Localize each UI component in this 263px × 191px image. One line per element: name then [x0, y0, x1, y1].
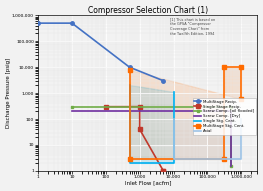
Legend: MultiStage Recip., Single Stage Recip., Screw Comp. [oil flooded], Screw Comp. [: MultiStage Recip., Single Stage Recip., …	[193, 98, 255, 135]
MultiStage Stg. Cent.	[222, 66, 225, 68]
Polygon shape	[129, 85, 174, 163]
MultiStage Recip.	[70, 22, 74, 24]
Single Stage Recip.	[138, 105, 141, 108]
Single Stg. Cent.	[172, 162, 175, 164]
MultiStage Stg. Cent.	[222, 157, 225, 160]
MultiStage Stg. Cent.	[240, 98, 243, 100]
X-axis label: Inlet Flow [acfm]: Inlet Flow [acfm]	[124, 180, 171, 185]
Single Stage Recip.	[104, 105, 107, 108]
Y-axis label: Discharge Pressure [psig]: Discharge Pressure [psig]	[6, 58, 11, 128]
Single Stage Recip.	[162, 170, 165, 172]
Text: [1] This chart is based on
the GPSA "Compressor
Coverage Chart" from
the Twelfth: [1] This chart is based on the GPSA "Com…	[170, 17, 215, 36]
Line: Screw Comp. [Dry]: Screw Comp. [Dry]	[72, 111, 231, 166]
Polygon shape	[129, 67, 241, 159]
Axial	[240, 118, 243, 120]
Line: MultiStage Stg. Cent.: MultiStage Stg. Cent.	[128, 66, 243, 160]
Single Stage Recip.	[138, 128, 141, 130]
Screw Comp. [Dry]	[230, 165, 233, 168]
Screw Comp. [oil flooded]	[230, 165, 233, 168]
MultiStage Stg. Cent.	[240, 66, 243, 68]
Screw Comp. [oil flooded]	[70, 105, 74, 108]
Line: MultiStage Recip.: MultiStage Recip.	[36, 21, 165, 83]
Screw Comp. [oil flooded]	[230, 105, 233, 108]
Title: Compressor Selection Chart (1): Compressor Selection Chart (1)	[88, 6, 208, 15]
Line: Screw Comp. [oil flooded]: Screw Comp. [oil flooded]	[70, 105, 232, 168]
Axial	[240, 157, 243, 160]
Single Stg. Cent.	[128, 162, 131, 164]
MultiStage Recip.	[37, 22, 40, 24]
Axial	[172, 157, 175, 160]
Axial	[172, 118, 175, 120]
Screw Comp. [Dry]	[70, 110, 74, 112]
Polygon shape	[174, 119, 241, 159]
MultiStage Recip.	[128, 66, 131, 68]
MultiStage Stg. Cent.	[128, 157, 131, 160]
MultiStage Stg. Cent.	[128, 69, 131, 71]
MultiStage Recip.	[162, 80, 165, 82]
Single Stg. Cent.	[172, 91, 175, 93]
Single Stg. Cent.	[128, 84, 131, 87]
Line: Single Stg. Cent.: Single Stg. Cent.	[129, 85, 174, 163]
Line: Single Stage Recip.: Single Stage Recip.	[104, 105, 165, 173]
Screw Comp. [Dry]	[230, 110, 233, 112]
Single Stage Recip.	[162, 170, 165, 172]
Line: Axial: Axial	[174, 119, 241, 159]
